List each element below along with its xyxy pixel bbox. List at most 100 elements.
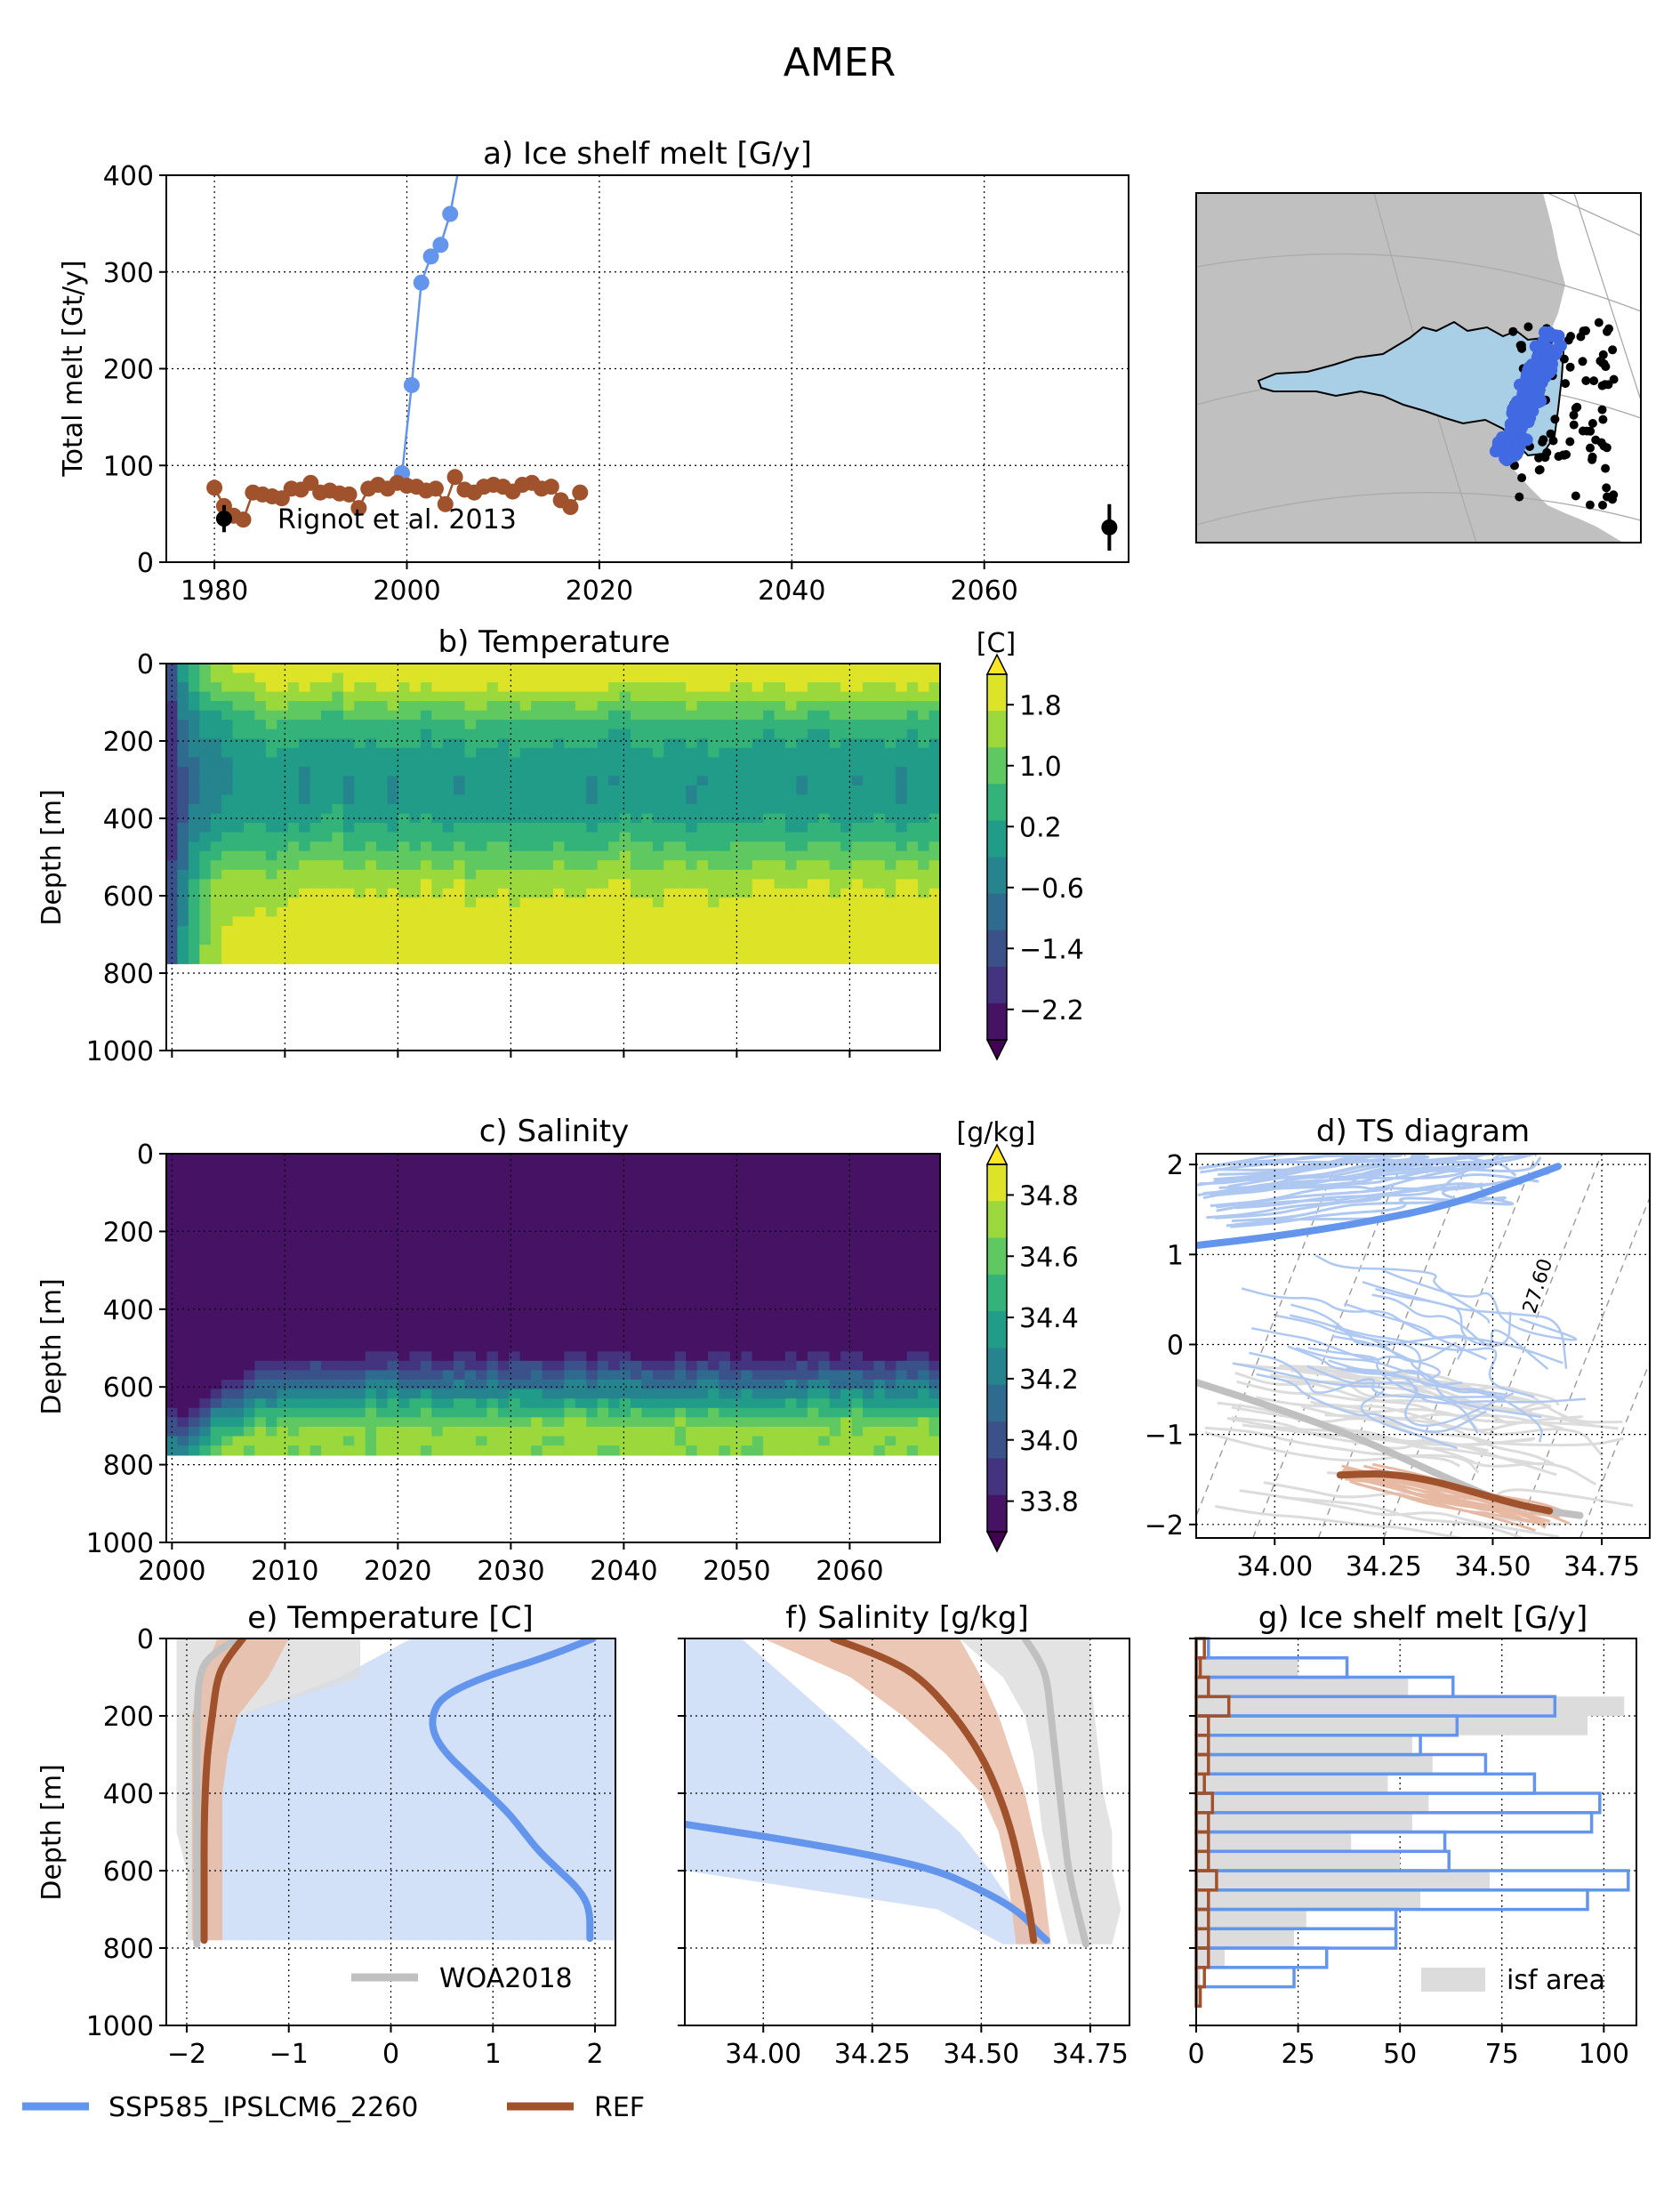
salinity-cell xyxy=(741,1370,753,1381)
salinity-cell xyxy=(309,1417,322,1428)
temperature-cell xyxy=(884,841,897,852)
temperature-cell xyxy=(619,823,631,833)
salinity-cell xyxy=(531,1154,543,1164)
temperature-cell xyxy=(254,720,267,730)
temperature-cell xyxy=(210,879,222,890)
temperature-cell xyxy=(928,888,941,899)
temperature-cell xyxy=(454,926,466,937)
temperature-cell xyxy=(365,691,377,702)
temperature-cell xyxy=(906,710,919,721)
temperature-cell xyxy=(918,664,930,674)
salinity-cell xyxy=(741,1220,753,1230)
salinity-cell xyxy=(332,1172,344,1183)
temperature-cell xyxy=(299,945,311,955)
temperature-cell xyxy=(244,729,256,739)
temperature-cell xyxy=(741,804,753,815)
temperature-cell xyxy=(376,804,389,815)
temperature-cell xyxy=(299,860,311,871)
salinity-cell xyxy=(564,1220,576,1230)
temperature-cell xyxy=(365,664,377,674)
temperature-cell xyxy=(631,888,643,899)
temperature-cell xyxy=(752,926,764,937)
temperature-cell xyxy=(906,823,919,833)
temperature-cell xyxy=(663,794,676,805)
temperature-cell xyxy=(796,766,808,777)
salinity-cell xyxy=(708,1398,720,1409)
salinity-cell xyxy=(265,1210,278,1220)
temperature-cell xyxy=(752,710,764,721)
temperature-cell xyxy=(818,720,831,730)
temperature-cell xyxy=(309,766,322,777)
salinity-cell xyxy=(431,1257,444,1268)
temperature-cell xyxy=(863,906,875,918)
temperature-cell xyxy=(829,813,841,824)
temperature-cell xyxy=(586,888,599,899)
salinity-cell xyxy=(299,1238,311,1249)
salinity-cell xyxy=(542,1426,554,1437)
temperature-cell xyxy=(785,898,798,908)
salinity-cell xyxy=(354,1398,366,1409)
temperature-cell xyxy=(354,869,366,881)
salinity-cell xyxy=(354,1191,366,1202)
temperature-cell xyxy=(896,945,908,955)
temperature-cell xyxy=(221,869,234,881)
temperature-cell xyxy=(531,664,543,674)
salinity-cell xyxy=(686,1200,698,1212)
salinity-cell xyxy=(309,1276,322,1286)
salinity-cell xyxy=(918,1398,930,1409)
salinity-cell xyxy=(265,1436,278,1446)
salinity-cell xyxy=(729,1417,743,1428)
temperature-cell xyxy=(476,926,488,937)
temperature-cell xyxy=(464,776,477,786)
temperature-cell xyxy=(398,841,411,852)
salinity-cell xyxy=(221,1426,234,1437)
salinity-cell xyxy=(918,1163,930,1173)
temperature-cell xyxy=(442,776,454,786)
salinity-cell xyxy=(277,1380,289,1390)
temperature-cell xyxy=(321,682,334,693)
temperature-cell xyxy=(564,738,576,749)
salinity-cell xyxy=(409,1267,422,1277)
salinity-cell xyxy=(829,1267,841,1277)
temperature-cell xyxy=(696,935,709,946)
temperature-cell xyxy=(796,823,808,833)
temperature-cell xyxy=(763,832,776,842)
temperature-cell xyxy=(774,757,786,768)
temperature-cell xyxy=(244,682,256,693)
temperature-cell xyxy=(354,888,366,899)
temperature-cell xyxy=(509,888,521,899)
temperature-cell xyxy=(210,738,222,749)
salinity-cell xyxy=(774,1285,786,1296)
temperature-cell xyxy=(906,747,919,759)
salinity-cell xyxy=(641,1294,654,1306)
temperature-cell xyxy=(420,664,433,674)
temperature-cell xyxy=(542,879,554,890)
temperature-cell xyxy=(674,785,687,796)
salinity-cell xyxy=(342,1332,356,1343)
temperature-cell xyxy=(774,785,786,796)
salinity-cell xyxy=(365,1380,377,1390)
temperature-cell xyxy=(244,738,256,749)
temperature-cell xyxy=(254,869,267,881)
temperature-cell xyxy=(918,710,930,721)
salinity-cell xyxy=(829,1257,841,1268)
salinity-cell xyxy=(553,1154,566,1164)
salinity-cell xyxy=(254,1238,267,1249)
salinity-cell xyxy=(564,1370,576,1381)
temperature-cell xyxy=(376,823,389,833)
salinity-cell xyxy=(199,1210,212,1220)
salinity-cell xyxy=(509,1181,521,1193)
temperature-cell xyxy=(774,906,786,918)
salinity-cell xyxy=(631,1172,643,1183)
temperature-cell xyxy=(342,738,356,749)
temperature-cell xyxy=(387,813,399,824)
series-line-ssp xyxy=(400,175,459,474)
station-dot xyxy=(1566,332,1576,341)
salinity-cell xyxy=(564,1380,576,1390)
salinity-cell xyxy=(741,1154,753,1164)
panel-d-title: d) TS diagram xyxy=(1316,1114,1530,1149)
salinity-cell xyxy=(420,1191,433,1202)
temperature-cell xyxy=(863,804,875,815)
salinity-cell xyxy=(210,1200,222,1212)
temperature-cell xyxy=(851,823,864,833)
